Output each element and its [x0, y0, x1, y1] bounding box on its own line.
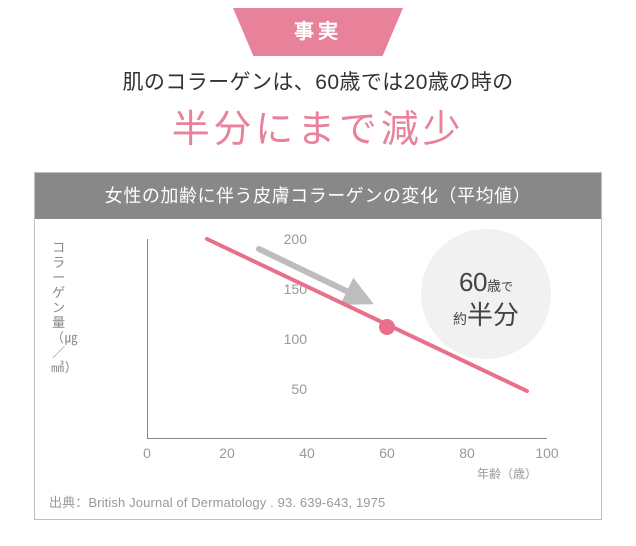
badge-line2: 約半分 [421, 300, 551, 331]
fact-ribbon: 事実 [233, 8, 403, 56]
xtick-0: 0 [127, 445, 167, 461]
source-citation: 出典：British Journal of Dermatology . 93. … [49, 492, 385, 511]
fact-ribbon-label: 事実 [294, 21, 342, 43]
badge-yaku: 約 [453, 311, 467, 327]
headline-line2: 半分にまで減少 [0, 98, 636, 153]
x-axis-label: 年齢（歳） [477, 465, 537, 482]
headline-line1: 肌のコラーゲンは、60歳では20歳の時の [0, 66, 636, 96]
chart-title: 女性の加齢に伴う皮膚コラーゲンの変化（平均値） [35, 173, 601, 219]
badge-de: で [501, 280, 513, 294]
xtick-100: 100 [527, 445, 567, 461]
badge-hanbun: 半分 [467, 300, 519, 330]
callout-badge: 60歳で 約半分 [421, 229, 551, 359]
chart-body: コラーゲン量（㎍／㎟） 200 150 100 50 0 20 40 60 80… [35, 219, 601, 519]
y-axis-label: コラーゲン量（㎍／㎟） [51, 241, 67, 375]
xtick-40: 40 [287, 445, 327, 461]
headline: 肌のコラーゲンは、60歳では20歳の時の 半分にまで減少 [0, 66, 636, 153]
badge-60: 60 [459, 267, 487, 297]
badge-line1: 60歳で [421, 267, 551, 298]
badge-sai: 歳 [487, 278, 501, 294]
chart-card: 女性の加齢に伴う皮膚コラーゲンの変化（平均値） コラーゲン量（㎍／㎟） 200 … [34, 172, 602, 520]
xtick-80: 80 [447, 445, 487, 461]
xtick-60: 60 [367, 445, 407, 461]
xtick-20: 20 [207, 445, 247, 461]
